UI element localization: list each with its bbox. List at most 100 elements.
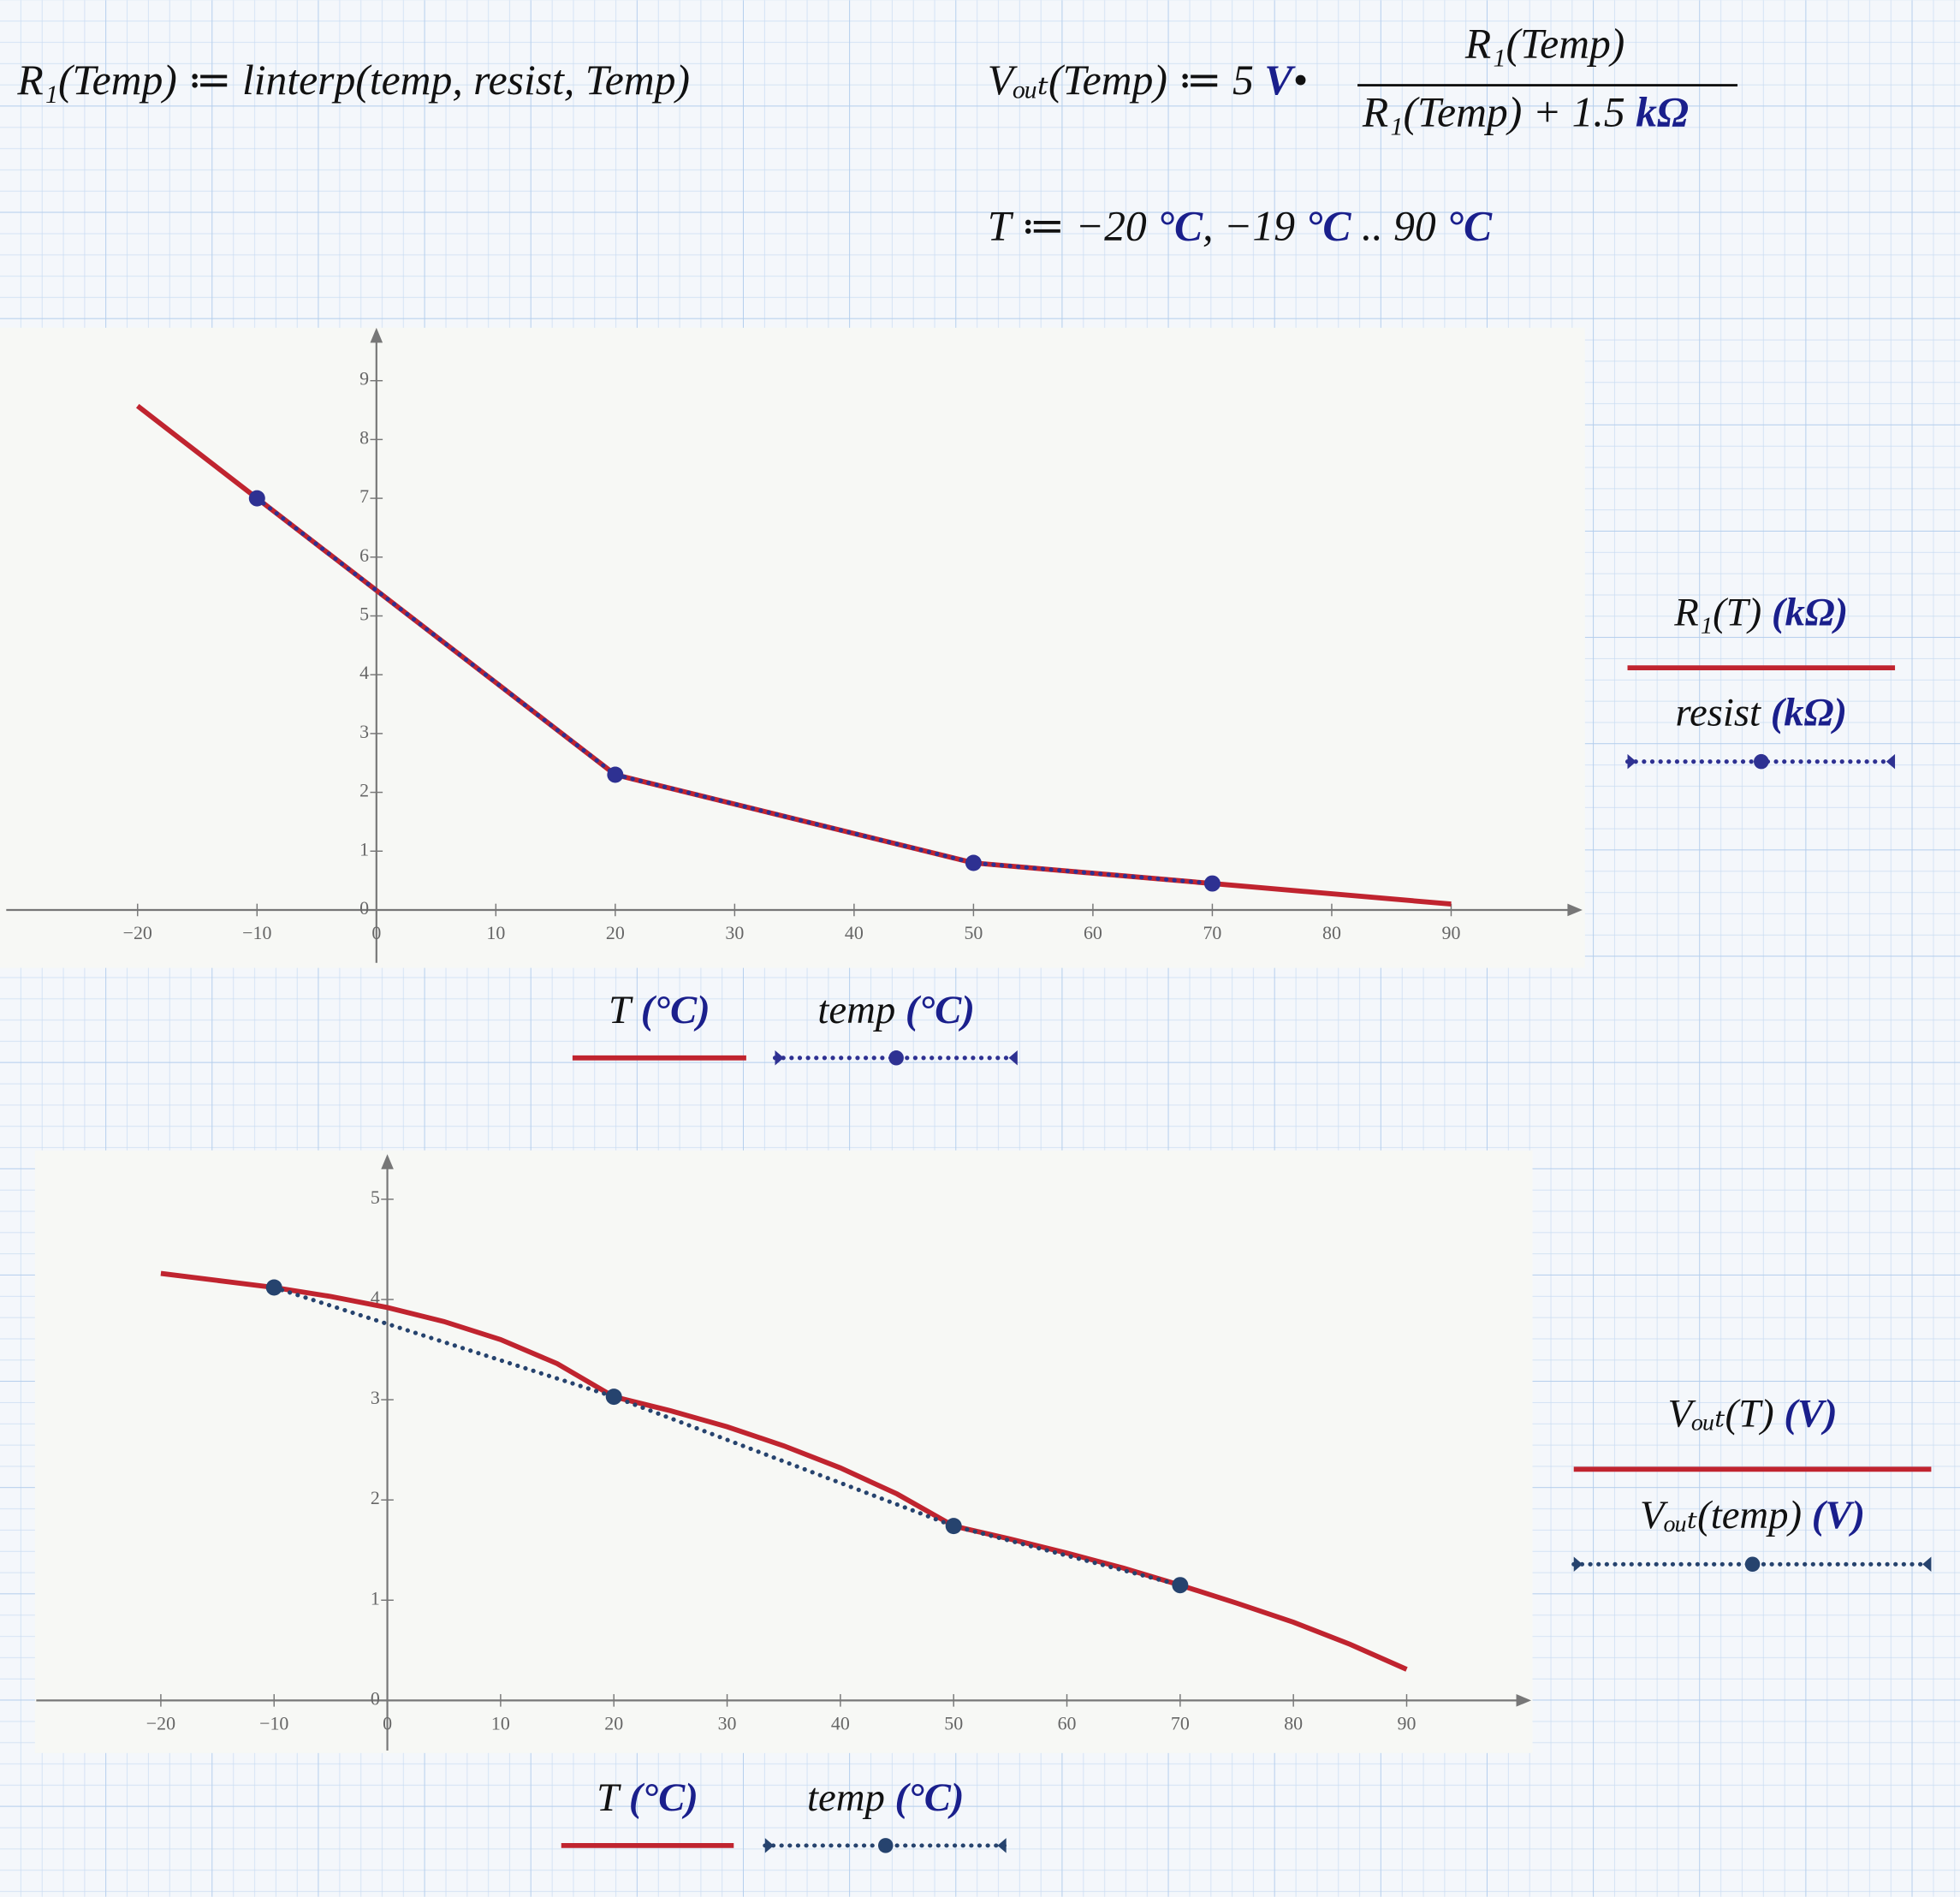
formula-unit: °C bbox=[1306, 203, 1352, 250]
x-tick-label: −20 bbox=[146, 1713, 175, 1734]
legend-marker bbox=[1754, 753, 1769, 770]
data-point bbox=[265, 1279, 282, 1296]
legend-label: Vₒᵤₜ(temp) (V) bbox=[1640, 1493, 1865, 1537]
legend-marker bbox=[1744, 1556, 1761, 1573]
x-tick-label: −20 bbox=[123, 922, 152, 943]
formula-unit: °C bbox=[1157, 203, 1203, 250]
x-tick-label: −10 bbox=[242, 922, 271, 943]
legend-name: temp bbox=[817, 988, 895, 1032]
y-tick-label: 0 bbox=[371, 1687, 380, 1709]
x-tick-label: −10 bbox=[259, 1713, 288, 1734]
data-point bbox=[248, 490, 265, 507]
x-tick-label: 80 bbox=[1322, 922, 1341, 943]
y-tick-label: 4 bbox=[359, 662, 369, 683]
legend-unit: (kΩ) bbox=[1772, 590, 1848, 634]
x-tick-label: 70 bbox=[1203, 922, 1221, 943]
x-tick-label: 10 bbox=[486, 922, 505, 943]
formula-unit: °C bbox=[1446, 203, 1493, 250]
data-point bbox=[1203, 875, 1221, 892]
formula-range: T ≔ −20 °C, −19 °C .. 90 °C bbox=[988, 203, 1493, 250]
x-tick-label: 10 bbox=[491, 1713, 510, 1734]
legend-label: T (°C) bbox=[597, 1775, 698, 1820]
legend-label: resist (kΩ) bbox=[1676, 690, 1848, 734]
x-tick-label: 70 bbox=[1171, 1713, 1190, 1734]
formula-part: Vₒᵤₜ(Temp) ≔ 5 bbox=[988, 56, 1254, 104]
y-tick-label: 9 bbox=[359, 368, 369, 390]
legend-label: T (°C) bbox=[609, 988, 710, 1032]
x-tick-label: 50 bbox=[964, 922, 983, 943]
formula-unit: kΩ bbox=[1636, 89, 1689, 136]
x-tick-label: 50 bbox=[944, 1713, 963, 1734]
y-tick-label: 4 bbox=[371, 1287, 380, 1308]
legend-label: Vₒᵤₜ(T) (V) bbox=[1667, 1392, 1837, 1436]
formula-unit: V bbox=[1264, 56, 1296, 104]
axis-arrow bbox=[1516, 1694, 1532, 1707]
x-tick-label: 30 bbox=[718, 1713, 737, 1734]
legend-name: T bbox=[609, 988, 633, 1032]
x-tick-label: 80 bbox=[1284, 1713, 1303, 1734]
legend-name: T bbox=[597, 1775, 621, 1820]
y-tick-label: 2 bbox=[359, 780, 369, 801]
y-tick-label: 3 bbox=[371, 1387, 380, 1408]
legend-name: temp bbox=[807, 1775, 885, 1820]
data-point bbox=[945, 1518, 962, 1535]
plot-area bbox=[0, 327, 1585, 968]
y-tick-label: 1 bbox=[359, 838, 369, 859]
y-tick-label: 8 bbox=[359, 426, 369, 448]
y-tick-label: 5 bbox=[359, 604, 369, 625]
x-tick-label: 90 bbox=[1398, 1713, 1417, 1734]
legend-label: temp (°C) bbox=[817, 988, 974, 1032]
formula-numerator: R₁(Temp) bbox=[1464, 20, 1624, 67]
data-point bbox=[965, 854, 982, 871]
legend-label: R₁(T) (kΩ) bbox=[1673, 590, 1848, 634]
x-tick-label: 40 bbox=[831, 1713, 850, 1734]
series-line bbox=[160, 1270, 1408, 1672]
x-tick-label: 90 bbox=[1442, 922, 1461, 943]
legend-name: Vₒᵤₜ(temp) bbox=[1640, 1493, 1802, 1537]
y-tick-label: 2 bbox=[371, 1487, 380, 1508]
legend-name: Vₒᵤₜ(T) bbox=[1667, 1392, 1773, 1436]
legend-marker bbox=[888, 1050, 904, 1066]
legend-unit: (kΩ) bbox=[1771, 690, 1847, 734]
x-tick-label: 0 bbox=[383, 1713, 392, 1734]
legend-name: R₁(T) bbox=[1673, 590, 1761, 634]
x-tick-label: 60 bbox=[1084, 922, 1102, 943]
y-tick-label: 5 bbox=[371, 1186, 380, 1208]
data-point bbox=[605, 1389, 622, 1406]
legend-unit: (°C) bbox=[629, 1775, 698, 1820]
x-tick-label: 20 bbox=[606, 922, 625, 943]
plot-area bbox=[34, 1150, 1533, 1753]
legend-unit: (°C) bbox=[895, 1775, 965, 1820]
y-tick-label: 0 bbox=[359, 897, 369, 919]
y-tick-label: 3 bbox=[359, 721, 369, 742]
formula-part: T ≔ −20 bbox=[988, 203, 1147, 250]
y-tick-label: 7 bbox=[359, 485, 369, 507]
legend-name: resist bbox=[1676, 690, 1762, 734]
x-tick-label: 20 bbox=[604, 1713, 623, 1734]
x-tick-label: 60 bbox=[1058, 1713, 1077, 1734]
axis-arrow bbox=[1567, 903, 1583, 917]
formula-part: , −19 bbox=[1203, 203, 1295, 250]
legend-unit: (V) bbox=[1812, 1493, 1865, 1537]
formula-denominator: R₁(Temp) + 1.5 kΩ bbox=[1362, 89, 1689, 136]
x-tick-label: 30 bbox=[725, 922, 744, 943]
series-line bbox=[254, 496, 1215, 886]
formula-part: R₁(Temp) + 1.5 bbox=[1362, 89, 1625, 136]
axis-arrow bbox=[370, 327, 383, 343]
y-tick-label: 1 bbox=[371, 1587, 380, 1609]
x-tick-label: 0 bbox=[371, 922, 381, 943]
x-tick-label: 40 bbox=[845, 922, 864, 943]
formula-part: • bbox=[1292, 56, 1307, 104]
legend-unit: (V) bbox=[1784, 1392, 1837, 1436]
formula-part: .. 90 bbox=[1351, 203, 1435, 250]
data-point bbox=[607, 766, 624, 783]
formula-r1: R₁(Temp) ≔ linterp(temp, resist, Temp) bbox=[16, 56, 690, 104]
axis-arrow bbox=[381, 1154, 394, 1169]
legend-label: temp (°C) bbox=[807, 1775, 964, 1820]
legend-unit: (°C) bbox=[641, 988, 710, 1032]
y-tick-label: 6 bbox=[359, 544, 369, 566]
formula-vout: Vₒᵤₜ(Temp) ≔ 5 V• bbox=[988, 56, 1308, 104]
legend-unit: (°C) bbox=[906, 988, 975, 1032]
data-point bbox=[1172, 1577, 1189, 1594]
